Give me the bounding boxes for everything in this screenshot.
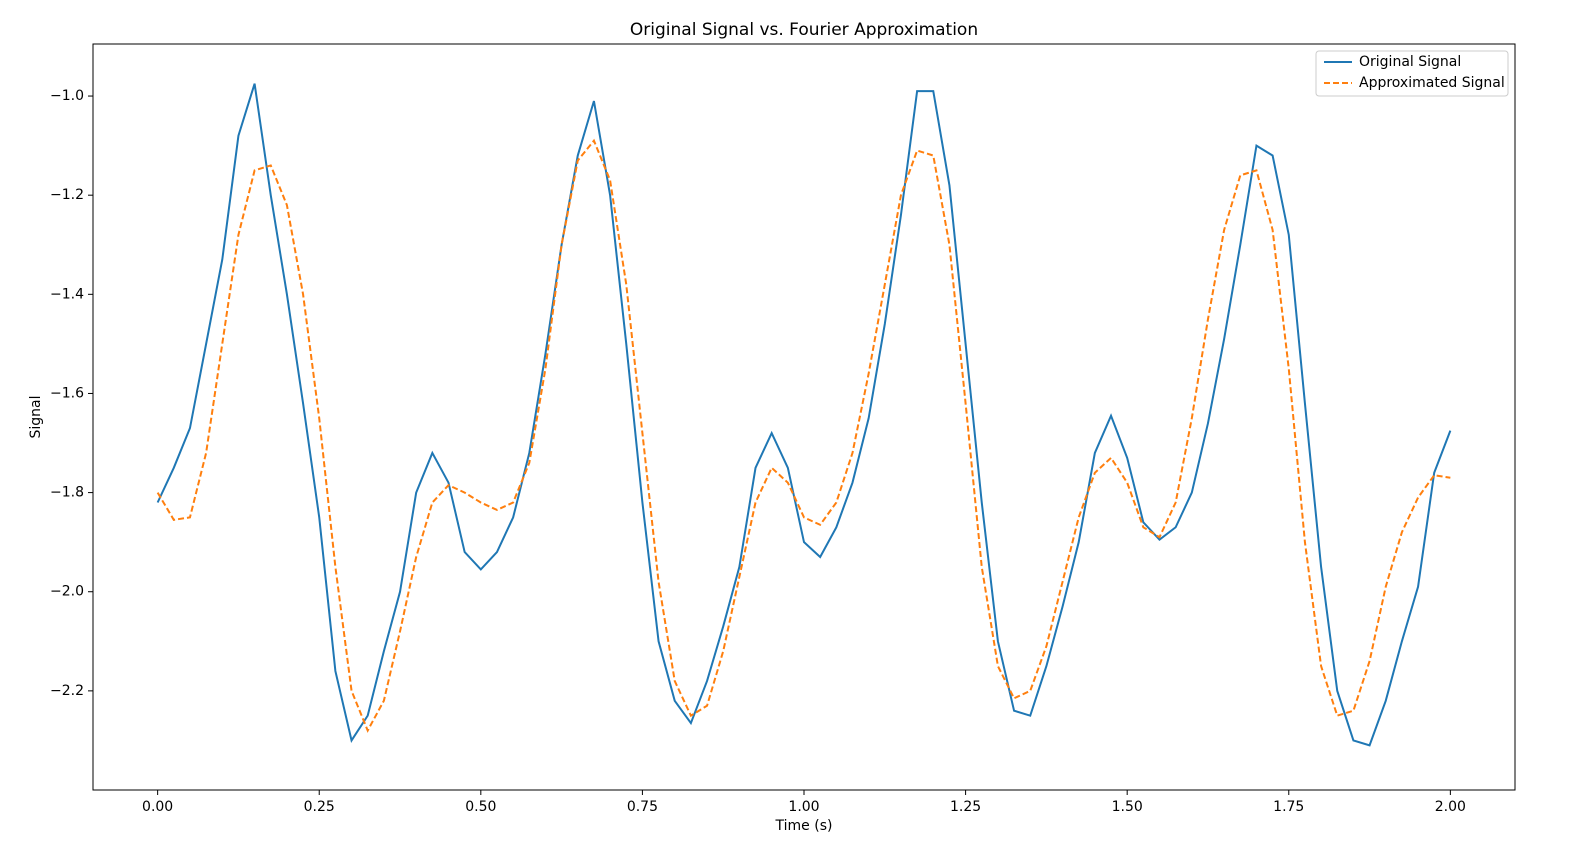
chart-title: Original Signal vs. Fourier Approximatio… <box>630 20 978 40</box>
legend-box <box>1315 50 1509 97</box>
y-tick-label: −1.8 <box>50 485 84 501</box>
x-tick-label: 0.25 <box>304 799 335 815</box>
x-tick-label: 1.75 <box>1273 799 1304 815</box>
series-line <box>156 138 1451 733</box>
y-tick-label: −1.6 <box>50 385 84 401</box>
legend-label: Original Signal <box>1359 54 1461 70</box>
x-tick-label: 2.00 <box>1435 799 1466 815</box>
x-tick-label: 0.50 <box>465 799 496 815</box>
legend-label: Approximated Signal <box>1359 75 1505 91</box>
series-line <box>156 83 1452 747</box>
y-tick-label: −2.2 <box>50 683 84 699</box>
y-tick-label: −1.0 <box>50 88 84 104</box>
y-tick-label: −1.2 <box>50 187 84 203</box>
y-tick-label: −2.0 <box>50 584 84 600</box>
x-tick-label: 1.50 <box>1112 799 1143 815</box>
x-axis-label: Time (s) <box>775 818 833 834</box>
y-tick-label: −1.4 <box>50 286 84 302</box>
x-tick-label: 1.25 <box>950 799 981 815</box>
y-axis-label: Signal <box>28 395 44 438</box>
x-tick-label: 0.00 <box>142 799 173 815</box>
x-tick-label: 0.75 <box>627 799 658 815</box>
x-tick-label: 1.00 <box>788 799 819 815</box>
plot-frame <box>92 43 1516 791</box>
